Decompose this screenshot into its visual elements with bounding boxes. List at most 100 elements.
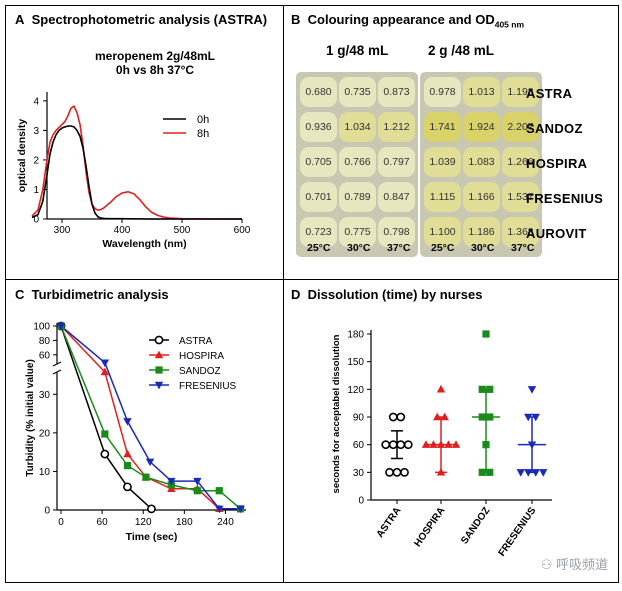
chart-d-point-SANDOZ — [482, 330, 490, 338]
chart-c-ylabel: Turbidity (% initial value) — [25, 359, 36, 477]
chart-c-ytick-label: 100 — [33, 322, 50, 333]
chart-a-xlabel: Wavelength (nm) — [102, 238, 186, 250]
well-od-value: 1.212 — [378, 112, 415, 142]
chart-c-xtick-label: 180 — [176, 517, 193, 528]
well-od-value: 1.741 — [424, 112, 461, 142]
chart-d-ytick-label: 120 — [347, 385, 364, 396]
chart-d-ytick-label: 90 — [353, 413, 365, 424]
chart-d-point-ASTRA — [400, 467, 409, 477]
well-od-value: 1.924 — [463, 112, 500, 142]
plate-title-2g: 2 g /48 mL — [428, 43, 495, 58]
chart-c-xtick-label: 60 — [97, 517, 109, 528]
chart-d-point-ASTRA — [388, 412, 398, 422]
panel-a-letter: A — [15, 12, 25, 27]
chart-d-point-HOSPIRA — [444, 440, 453, 448]
temperature-label: 25°C — [431, 242, 455, 254]
figure-frame — [5, 5, 619, 583]
chart-d-point-ASTRA — [392, 467, 402, 477]
panel-b-title-subscript: 405 nm — [494, 19, 525, 30]
watermark-text: 呼吸频道 — [555, 557, 608, 572]
panel-a-title: A Spectrophotometric analysis (ASTRA) — [15, 12, 267, 27]
chart-c-ytick-label: 80 — [39, 336, 51, 347]
well-od-value: 0.723 — [300, 217, 337, 247]
chart-a-xtick-label: 300 — [54, 225, 71, 236]
chart-c-ytick-label: 0 — [44, 506, 50, 517]
panel-divider-vertical — [283, 5, 284, 583]
chart-a-xtick-label: 400 — [114, 225, 131, 236]
chart-a-title: meropenem 2g/48mL — [95, 49, 215, 63]
chart-d-ylabel: seconds for acceptabel dissolution — [331, 334, 342, 493]
product-label: HOSPIRA — [526, 156, 588, 171]
chart-d-point-HOSPIRA — [436, 440, 446, 448]
chart-d-point-SANDOZ — [478, 468, 486, 476]
chart-d-point-SANDOZ — [478, 385, 486, 393]
product-label: FRESENIUS — [526, 191, 604, 206]
chart-c-series-FRESENIUS — [60, 325, 241, 510]
chart-d-point-ASTRA — [388, 440, 398, 450]
product-label: AUROVIT — [526, 226, 587, 241]
well-od-value: 0.701 — [300, 182, 337, 212]
chart-c-xtick-label: 120 — [135, 517, 152, 528]
well-od-value: 1.083 — [463, 147, 500, 177]
well-od-value: 1.198 — [502, 77, 539, 107]
chart-d-ytick-label: 0 — [358, 496, 364, 507]
panel-c-title: C Turbidimetric analysis — [15, 287, 169, 302]
chart-d-point-ASTRA — [385, 467, 394, 477]
chart-d-ytick-label: 180 — [347, 330, 364, 341]
chart-c-xtick-label: 240 — [217, 517, 234, 528]
chart-a-series-0h — [31, 125, 242, 220]
chart-d-point-HOSPIRA — [451, 440, 461, 448]
chart-d-point-HOSPIRA — [436, 467, 446, 476]
chart-c-ytick-label: 30 — [39, 390, 51, 401]
chart-c-legend-marker-ASTRA — [154, 335, 164, 345]
chart-a-ytick-label: 0 — [33, 215, 39, 226]
temperature-label: 30°C — [347, 242, 371, 254]
well-od-value: 2.207 — [502, 112, 539, 142]
chart-c-point-FRESENIUS — [193, 477, 202, 486]
chart-c-ytick-label: 10 — [39, 467, 51, 478]
chart-d-point-HOSPIRA — [436, 384, 446, 393]
well-od-value: 0.936 — [300, 112, 337, 142]
well-od-value: 1.013 — [463, 77, 500, 107]
chart-d-point-FRESENIUS — [524, 413, 533, 422]
panel-c-letter: C — [15, 287, 25, 302]
chart-a-xtick-label: 600 — [234, 225, 251, 236]
well-od-value: 1.186 — [463, 217, 500, 247]
well-od-value: 0.873 — [378, 77, 415, 107]
panel-d-title-text: Dissolution (time) by nurses — [307, 287, 483, 302]
well-od-value: 0.847 — [378, 182, 415, 212]
chart-c-legend-label-FRESENIUS: FRESENIUS — [179, 381, 237, 392]
chart-c-legend-marker-SANDOZ — [155, 366, 163, 374]
chart-d-point-FRESENIUS — [531, 469, 540, 477]
panel-b-letter: B — [291, 12, 301, 27]
well-od-value: 0.705 — [300, 147, 337, 177]
chart-c-xtick-label: 0 — [58, 517, 64, 528]
chart-d-xtick-label: ASTRA — [375, 505, 404, 540]
chart-d-point-HOSPIRA — [421, 440, 431, 448]
chart-d-point-FRESENIUS — [524, 469, 533, 477]
chart-c-legend-label-ASTRA: ASTRA — [179, 336, 213, 347]
panel-d-letter: D — [291, 287, 301, 302]
chart-c-ytick-label: 60 — [39, 350, 51, 361]
well-od-value: 0.680 — [300, 77, 337, 107]
temperature-label: 30°C — [471, 242, 495, 254]
panel-a-title-text: Spectrophotometric analysis (ASTRA) — [31, 12, 268, 27]
chart-c-legend-label-SANDOZ: SANDOZ — [179, 366, 221, 377]
chart-c-point-FRESENIUS — [236, 505, 245, 514]
product-label: SANDOZ — [526, 121, 583, 136]
product-label: ASTRA — [526, 86, 573, 101]
chart-c-point-SANDOZ — [142, 473, 150, 481]
chart-d-ytick-label: 60 — [353, 440, 365, 451]
chart-d-point-SANDOZ — [486, 413, 494, 421]
chart-d-point-FRESENIUS — [531, 413, 540, 422]
temperature-label: 37°C — [511, 242, 535, 254]
chart-c-point-FRESENIUS — [123, 418, 132, 426]
chart-d-point-SANDOZ — [478, 413, 486, 421]
chart-d-point-SANDOZ — [486, 385, 494, 393]
chart-c-point-HOSPIRA — [100, 367, 110, 376]
chart-c-point-FRESENIUS — [215, 505, 224, 514]
chart-d-point-HOSPIRA — [429, 440, 438, 448]
